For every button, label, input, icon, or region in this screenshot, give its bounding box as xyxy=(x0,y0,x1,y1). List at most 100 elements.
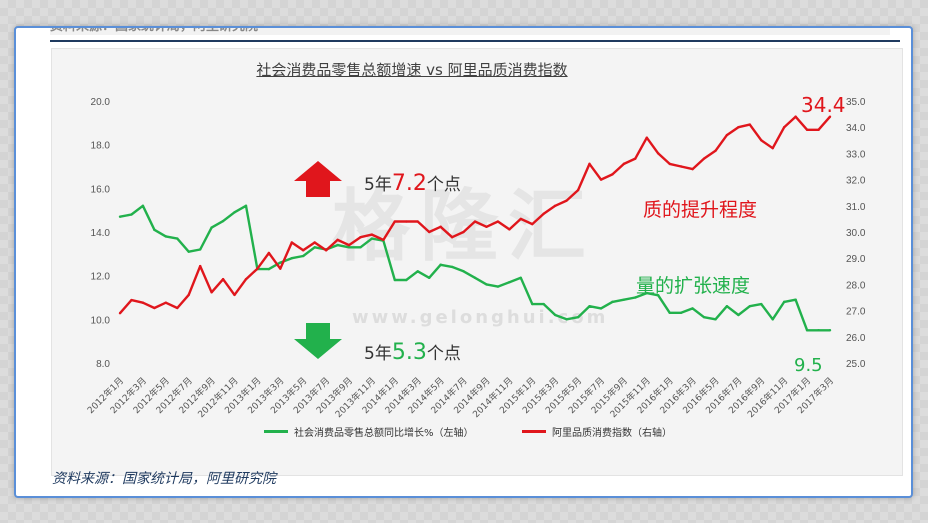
left-axis-tick-label: 18.0 xyxy=(91,141,111,152)
green-data-point xyxy=(141,204,145,207)
up-suffix: 个点 xyxy=(426,175,461,195)
green-data-point xyxy=(359,246,362,249)
green-data-point xyxy=(496,285,500,288)
red-data-point xyxy=(118,312,122,315)
red-data-point xyxy=(531,222,534,226)
legend-red-swatch xyxy=(522,430,546,433)
right-axis-tick-label: 26.0 xyxy=(846,333,866,344)
green-data-point xyxy=(542,302,545,306)
green-data-point xyxy=(221,219,225,223)
green-data-point xyxy=(347,246,351,249)
legend-green-swatch xyxy=(264,430,288,433)
right-axis-tick-label: 27.0 xyxy=(846,307,866,318)
red-data-point xyxy=(794,115,797,118)
up-prefix: 5年 xyxy=(364,175,392,195)
legend-red-label: 阿里品质消费指数（右轴） xyxy=(552,428,672,439)
red-data-point xyxy=(164,301,168,304)
green-data-point xyxy=(130,213,133,216)
green-data-point xyxy=(462,270,465,273)
right-axis-tick-label: 35.0 xyxy=(846,97,866,108)
up-change-label: 5年7.2个点 xyxy=(364,170,461,196)
red-data-point xyxy=(427,230,431,234)
red-data-point xyxy=(439,225,442,228)
red-data-point xyxy=(473,220,477,223)
down-value: 5.3 xyxy=(391,340,427,365)
green-data-point xyxy=(198,248,202,251)
red-data-point xyxy=(771,146,774,150)
green-data-point xyxy=(153,228,156,232)
green-data-point xyxy=(290,257,293,260)
green-data-point xyxy=(279,261,282,264)
red-data-point xyxy=(324,249,328,252)
red-data-point xyxy=(233,293,236,297)
red-data-point xyxy=(141,301,145,304)
green-data-point xyxy=(485,283,488,286)
legend-red: 阿里品质消费指数（右轴） xyxy=(522,424,672,439)
red-data-point xyxy=(519,217,523,221)
red-data-point xyxy=(657,152,660,155)
red-data-point xyxy=(691,167,694,171)
red-data-point xyxy=(599,178,603,181)
legend-green-label: 社会消费品零售总额同比增长%（左轴） xyxy=(294,428,474,439)
green-data-point xyxy=(588,305,591,308)
red-data-point xyxy=(198,264,202,268)
red-data-point xyxy=(496,220,500,223)
red-data-point xyxy=(553,204,557,207)
red-data-point xyxy=(485,225,488,228)
red-data-point xyxy=(737,126,740,129)
red-data-point xyxy=(130,298,133,302)
quality-label: 质的提升程度 xyxy=(643,199,758,221)
red-data-point xyxy=(290,241,293,244)
green-data-point xyxy=(531,302,534,306)
green-data-point xyxy=(714,318,717,321)
red-data-point xyxy=(622,162,626,166)
green-data-point xyxy=(508,281,511,284)
red-data-point xyxy=(267,251,271,255)
left-axis-tick-label: 16.0 xyxy=(91,184,111,195)
red-data-point xyxy=(210,291,213,294)
red-data-point xyxy=(714,149,717,152)
right-axis-tick-label: 28.0 xyxy=(846,280,866,291)
green-data-point xyxy=(187,250,190,253)
red-data-point xyxy=(370,233,374,236)
chart-title: 社会消费品零售总额增速 vs 阿里品质消费指数 xyxy=(256,61,568,79)
green-data-point xyxy=(760,302,763,306)
red-data-point xyxy=(679,165,683,168)
green-data-point xyxy=(634,296,637,299)
line-chart: 8.0 10.0 12.0 14.0 16.0 18.0 20.0 25.0 26.0 27.0 2… xyxy=(85,97,866,420)
red-data-point xyxy=(302,249,305,252)
green-data-point xyxy=(450,265,454,269)
red-data-point xyxy=(817,128,820,132)
red-data-point xyxy=(805,128,809,132)
green-data-point xyxy=(668,311,671,314)
red-data-point xyxy=(405,220,408,223)
right-axis-tick-label: 29.0 xyxy=(846,254,866,265)
red-data-point xyxy=(393,220,397,223)
source-note: 资料来源：国家统计局，阿里研究院 xyxy=(52,471,276,487)
red-data-point xyxy=(347,243,351,247)
left-axis-tick-label: 20.0 xyxy=(91,97,111,108)
right-axis-tick-label: 33.0 xyxy=(846,149,866,160)
red-data-point xyxy=(760,139,763,142)
green-data-point xyxy=(702,315,706,319)
slide-frame: 资料来源：国家统计局，阿里研究院 社会消费品零售总额增速 vs 阿里品质消费指数… xyxy=(14,26,913,498)
red-data-point xyxy=(542,212,545,215)
end-green-value: 9.5 xyxy=(794,355,823,376)
red-data-point xyxy=(313,241,316,244)
green-data-point xyxy=(473,276,477,280)
green-data-point xyxy=(691,307,694,310)
green-data-point xyxy=(828,329,832,332)
down-change-label: 5年5.3个点 xyxy=(364,339,461,365)
green-data-point xyxy=(302,254,305,258)
red-data-point xyxy=(187,293,190,297)
down-suffix: 个点 xyxy=(426,344,461,364)
red-data-point xyxy=(462,230,465,234)
right-axis-tick-label: 34.0 xyxy=(846,123,866,134)
legend-green: 社会消费品零售总额同比增长%（左轴） xyxy=(264,424,474,439)
red-data-point xyxy=(450,236,454,239)
quantity-label: 量的扩张速度 xyxy=(636,275,751,297)
red-data-point xyxy=(221,277,225,281)
green-data-point xyxy=(336,243,339,247)
red-data-point xyxy=(725,133,729,137)
right-axis-tick-label: 31.0 xyxy=(846,202,866,213)
